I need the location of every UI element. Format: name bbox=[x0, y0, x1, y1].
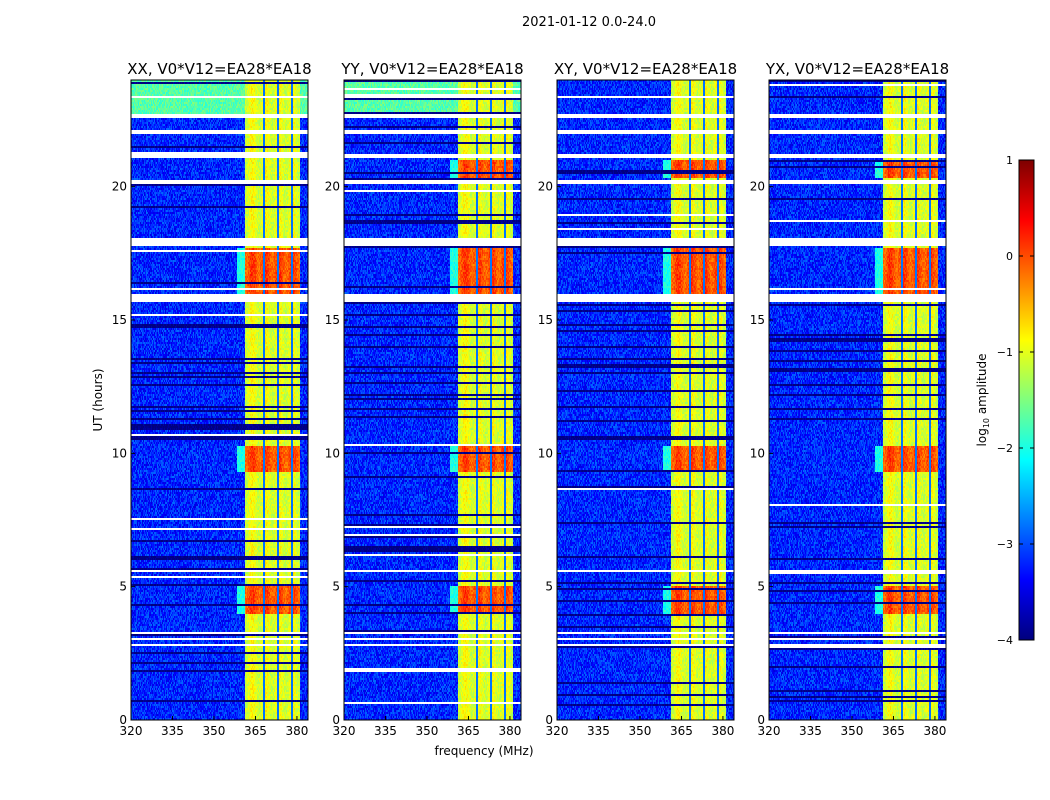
y-tick-label: 5 bbox=[332, 580, 340, 594]
y-tick-label: 15 bbox=[112, 313, 127, 327]
y-tick-label: 15 bbox=[750, 313, 765, 327]
x-tick-label: 380 bbox=[285, 724, 308, 738]
colorbar: log10 amplitude 1 0 −1 −2 −3 −4 bbox=[975, 154, 1035, 647]
subplot-axes: XX, V0*V12=EA28*EA18 320 335 350 365 380 0 5 10 1… bbox=[112, 60, 312, 738]
waterfall-heatmap bbox=[769, 80, 946, 720]
x-tick-label: 350 bbox=[841, 724, 864, 738]
x-tick-label: 335 bbox=[374, 724, 397, 738]
y-tick-label: 10 bbox=[538, 446, 553, 460]
colorbar-label: log10 amplitude bbox=[975, 354, 991, 447]
subplot-title: XX, V0*V12=EA28*EA18 bbox=[127, 60, 311, 78]
y-tick-label: 10 bbox=[325, 446, 340, 460]
axes-frame bbox=[343, 79, 522, 721]
y-tick-label: 15 bbox=[538, 313, 553, 327]
y-tick-label: 20 bbox=[750, 180, 765, 194]
colorbar-tick-label: −2 bbox=[997, 442, 1013, 455]
x-tick-label: 350 bbox=[203, 724, 226, 738]
x-tick-label: 335 bbox=[587, 724, 610, 738]
axes-frame bbox=[768, 79, 947, 721]
x-tick-label: 380 bbox=[711, 724, 734, 738]
x-tick-label: 320 bbox=[333, 724, 356, 738]
y-tick-label: 5 bbox=[545, 580, 553, 594]
y-tick-label: 0 bbox=[757, 713, 765, 727]
y-tick-label: 10 bbox=[750, 446, 765, 460]
colorbar-gradient bbox=[1019, 160, 1034, 640]
y-tick-label: 5 bbox=[119, 580, 127, 594]
y-tick-label: 5 bbox=[757, 580, 765, 594]
x-tick-label: 350 bbox=[629, 724, 652, 738]
subplot-axes: YX, V0*V12=EA28*EA18 320 335 350 365 380 0 5 10 1… bbox=[750, 60, 949, 738]
waterfall-heatmap bbox=[557, 80, 734, 720]
y-tick-label: 0 bbox=[545, 713, 553, 727]
waterfall-heatmap bbox=[344, 80, 521, 720]
x-tick-label: 365 bbox=[457, 724, 480, 738]
waterfall-heatmap bbox=[131, 80, 308, 720]
y-tick-label: 20 bbox=[325, 180, 340, 194]
axes-frame bbox=[556, 79, 735, 721]
x-tick-label: 365 bbox=[882, 724, 905, 738]
axes-frame bbox=[130, 79, 309, 721]
x-tick-label: 335 bbox=[161, 724, 184, 738]
colorbar-tick-label: −1 bbox=[997, 346, 1013, 359]
subplot-title: YX, V0*V12=EA28*EA18 bbox=[765, 60, 949, 78]
x-tick-label: 350 bbox=[416, 724, 439, 738]
x-tick-label: 365 bbox=[244, 724, 267, 738]
y-tick-label: 10 bbox=[112, 446, 127, 460]
colorbar-tick-label: −3 bbox=[997, 538, 1013, 551]
colorbar-tick-label: 1 bbox=[1006, 154, 1013, 167]
subplot-title: XY, V0*V12=EA28*EA18 bbox=[554, 60, 737, 78]
colorbar-tick-label: 0 bbox=[1006, 250, 1013, 263]
colorbar-tick-label: −4 bbox=[997, 634, 1013, 647]
y-tick-label: 0 bbox=[119, 713, 127, 727]
x-tick-label: 320 bbox=[758, 724, 781, 738]
x-axis-label: frequency (MHz) bbox=[434, 744, 533, 758]
x-tick-label: 365 bbox=[670, 724, 693, 738]
y-tick-label: 0 bbox=[332, 713, 340, 727]
x-tick-label: 380 bbox=[923, 724, 946, 738]
y-tick-label: 20 bbox=[112, 180, 127, 194]
y-tick-label: 15 bbox=[325, 313, 340, 327]
x-tick-label: 320 bbox=[546, 724, 569, 738]
x-tick-label: 380 bbox=[498, 724, 521, 738]
figure-suptitle: 2021-01-12 0.0-24.0 bbox=[522, 15, 656, 30]
y-axis-label: UT (hours) bbox=[91, 368, 105, 431]
subplot-axes: XY, V0*V12=EA28*EA18 320 335 350 365 380 0 5 10 1… bbox=[538, 60, 737, 738]
x-tick-label: 335 bbox=[799, 724, 822, 738]
subplot-title: YY, V0*V12=EA28*EA18 bbox=[340, 60, 523, 78]
y-tick-label: 20 bbox=[538, 180, 553, 194]
subplot-axes: YY, V0*V12=EA28*EA18 320 335 350 365 380 0 5 10 1… bbox=[325, 60, 524, 738]
x-tick-label: 320 bbox=[120, 724, 143, 738]
